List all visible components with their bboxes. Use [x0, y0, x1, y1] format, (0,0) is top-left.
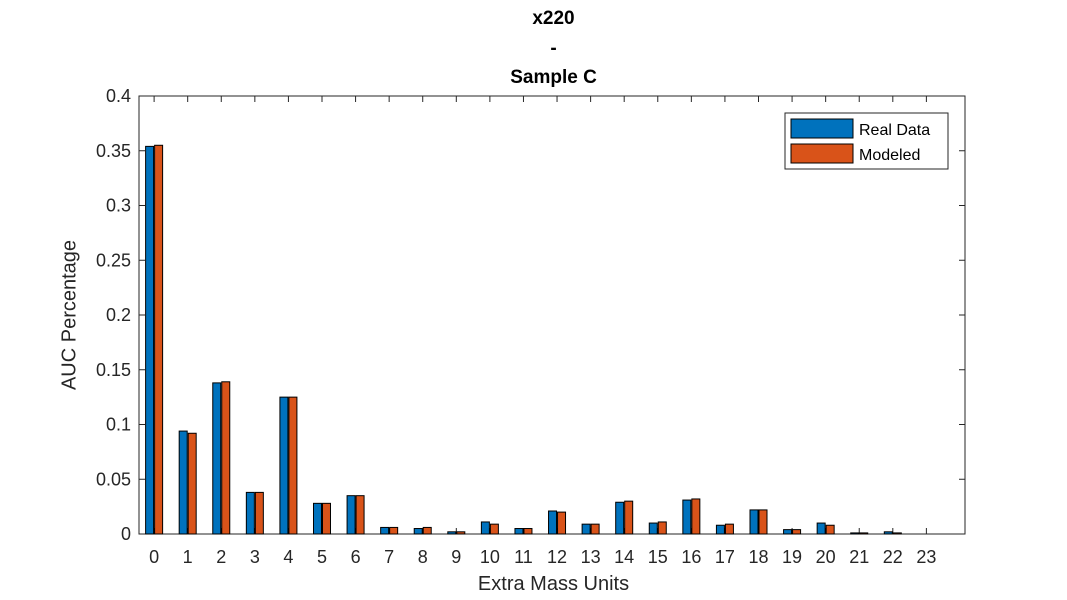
chart-title-line-2: - — [550, 38, 557, 59]
bar-modeled — [724, 523, 734, 535]
bar-real-data — [883, 531, 893, 535]
x-tick-label: 15 — [648, 547, 668, 567]
y-tick-label: 0.05 — [96, 469, 131, 489]
bar-modeled — [389, 526, 399, 535]
x-tick-label: 19 — [782, 547, 802, 567]
bar-real-data — [749, 509, 759, 535]
bar-modeled — [187, 432, 197, 535]
bar-real-data — [480, 521, 490, 535]
bar-modeled — [557, 511, 567, 535]
bar-real-data — [581, 523, 591, 535]
y-tick-label: 0.4 — [106, 86, 131, 106]
bar-modeled — [154, 144, 164, 535]
legend-label-real-data: Real Data — [859, 122, 930, 139]
y-tick-label: 0 — [121, 524, 131, 544]
bar-modeled — [422, 526, 432, 535]
bar-modeled — [657, 521, 667, 535]
x-tick-label: 3 — [250, 547, 260, 567]
legend-swatch-modeled — [790, 143, 854, 164]
bar-modeled — [892, 532, 902, 535]
x-tick-label: 13 — [581, 547, 601, 567]
x-tick-label: 18 — [748, 547, 768, 567]
bar-modeled — [758, 509, 768, 535]
y-tick-label: 0.2 — [106, 305, 131, 325]
bar-real-data — [615, 501, 625, 535]
x-tick-label: 16 — [681, 547, 701, 567]
x-tick-label: 23 — [916, 547, 936, 567]
bar-real-data — [279, 396, 289, 535]
bar-modeled — [825, 524, 835, 535]
bar-real-data — [850, 532, 860, 535]
x-tick-label: 5 — [317, 547, 327, 567]
bar-real-data — [145, 145, 155, 535]
bar-modeled — [355, 495, 365, 535]
bar-modeled — [691, 498, 701, 535]
bar-real-data — [245, 491, 255, 535]
x-tick-label: 21 — [849, 547, 869, 567]
bar-real-data — [816, 522, 826, 535]
x-tick-label: 8 — [418, 547, 428, 567]
bar-modeled — [288, 396, 298, 535]
bar-modeled — [523, 528, 533, 535]
x-tick-label: 9 — [451, 547, 461, 567]
bar-real-data — [346, 495, 356, 535]
x-tick-label: 17 — [715, 547, 735, 567]
bar-modeled — [456, 531, 466, 535]
legend-label-modeled: Modeled — [859, 147, 920, 164]
bar-real-data — [648, 522, 658, 535]
x-tick-label: 1 — [183, 547, 193, 567]
bar-real-data — [447, 531, 457, 535]
bar-real-data — [380, 526, 390, 535]
y-tick-label: 0.3 — [106, 196, 131, 216]
x-tick-label: 14 — [614, 547, 634, 567]
x-tick-label: 7 — [384, 547, 394, 567]
x-tick-label: 22 — [883, 547, 903, 567]
x-tick-label: 20 — [816, 547, 836, 567]
x-tick-label: 12 — [547, 547, 567, 567]
x-tick-label: 11 — [514, 547, 533, 567]
x-axis-label: Extra Mass Units — [477, 573, 630, 595]
bar-real-data — [178, 430, 188, 535]
x-tick-label: 2 — [216, 547, 226, 567]
x-tick-label: 0 — [149, 547, 159, 567]
y-tick-label: 0.35 — [96, 141, 131, 161]
bar-modeled — [489, 523, 499, 535]
bar-real-data — [783, 529, 793, 535]
bar-modeled — [254, 491, 264, 535]
bar-real-data — [212, 382, 222, 535]
bar-modeled — [859, 532, 869, 535]
legend-swatch-real-data — [790, 118, 854, 139]
bar-real-data — [312, 502, 322, 535]
x-tick-label: 4 — [283, 547, 293, 567]
bar-modeled — [792, 529, 802, 535]
chart-title-line-1: x220 — [532, 8, 575, 29]
bar-real-data — [548, 510, 558, 535]
bar-real-data — [715, 524, 725, 535]
bar-real-data — [682, 499, 692, 535]
bar-real-data — [413, 528, 423, 535]
y-tick-label: 0.25 — [96, 250, 131, 270]
chart-title-line-3: Sample C — [510, 67, 597, 88]
bar-real-data — [514, 528, 524, 535]
bar-modeled — [221, 381, 231, 535]
bar-modeled — [590, 523, 600, 535]
x-tick-label: 6 — [351, 547, 361, 567]
bar-modeled — [624, 500, 634, 535]
y-tick-label: 0.15 — [96, 360, 131, 380]
y-tick-label: 0.1 — [106, 415, 131, 435]
x-tick-label: 10 — [480, 547, 500, 567]
bar-modeled — [321, 502, 331, 535]
